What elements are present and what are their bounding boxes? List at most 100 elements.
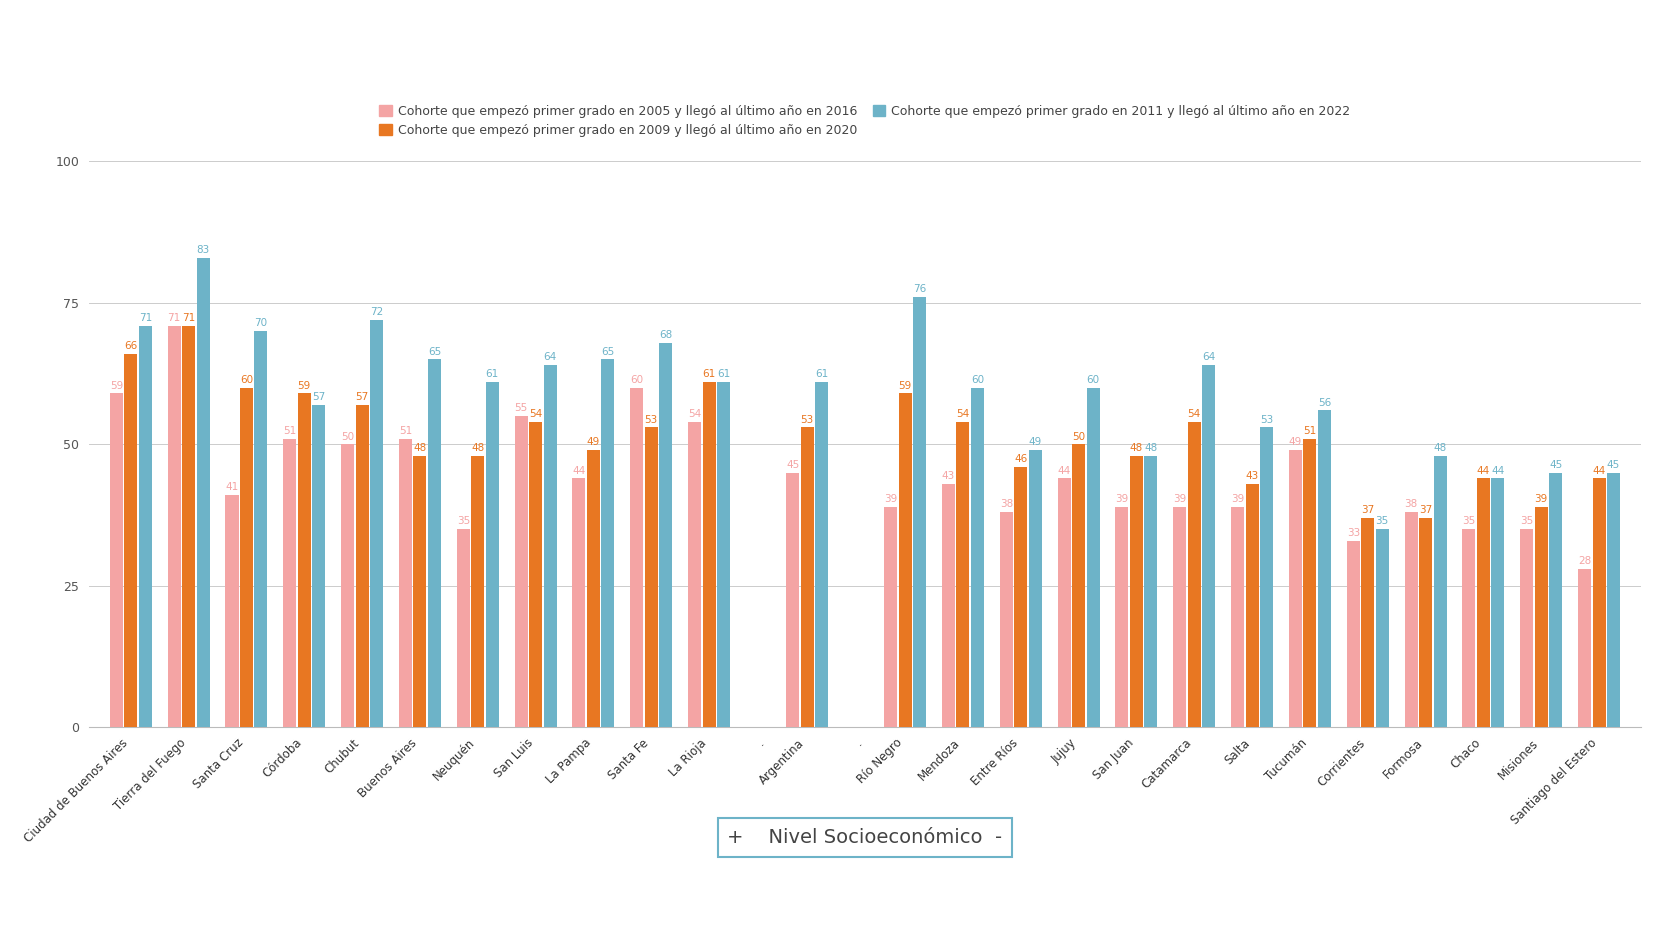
Text: 66: 66: [124, 341, 137, 351]
Bar: [167, 325, 180, 728]
Text: 33: 33: [1346, 527, 1359, 538]
Text: 65: 65: [427, 347, 440, 356]
Text: 76: 76: [912, 285, 925, 294]
Bar: [586, 450, 599, 728]
Text: 48: 48: [472, 443, 485, 453]
Bar: [472, 456, 483, 728]
Text: 49: 49: [586, 437, 599, 447]
Text: 61: 61: [702, 369, 715, 380]
Text: 71: 71: [182, 313, 195, 322]
Bar: [601, 359, 614, 728]
Text: 41: 41: [225, 482, 238, 493]
Bar: [1491, 478, 1503, 728]
Text: 60: 60: [240, 375, 253, 385]
Bar: [659, 342, 672, 728]
Text: 45: 45: [1547, 460, 1561, 470]
Text: 50: 50: [1071, 431, 1084, 442]
Bar: [457, 529, 470, 728]
Text: 59: 59: [298, 381, 311, 391]
Bar: [1433, 456, 1446, 728]
Bar: [530, 422, 541, 728]
Bar: [1187, 422, 1200, 728]
Text: 64: 64: [543, 352, 556, 362]
Bar: [786, 473, 799, 728]
Bar: [1605, 473, 1619, 728]
Text: 54: 54: [687, 409, 700, 419]
Bar: [573, 478, 586, 728]
Bar: [1549, 473, 1561, 728]
Bar: [427, 359, 440, 728]
Bar: [240, 388, 253, 728]
Bar: [298, 394, 311, 728]
Bar: [225, 495, 238, 728]
Bar: [970, 388, 983, 728]
Text: 57: 57: [356, 392, 369, 402]
Text: 43: 43: [942, 471, 955, 481]
Text: 37: 37: [1360, 505, 1374, 515]
Text: 53: 53: [644, 415, 657, 425]
Text: 83: 83: [197, 244, 210, 255]
Text: 50: 50: [341, 431, 354, 442]
Text: 35: 35: [1461, 516, 1475, 526]
Bar: [543, 365, 556, 728]
Text: 57: 57: [311, 392, 324, 402]
Text: 48: 48: [1144, 443, 1157, 453]
Bar: [1534, 507, 1547, 728]
Bar: [1302, 439, 1316, 728]
Bar: [1071, 445, 1084, 728]
Bar: [1418, 518, 1432, 728]
Text: 48: 48: [414, 443, 427, 453]
Bar: [702, 383, 715, 728]
Text: 71: 71: [139, 313, 152, 322]
Bar: [1577, 569, 1590, 728]
Text: 59: 59: [109, 381, 122, 391]
Bar: [631, 388, 642, 728]
Text: 51: 51: [399, 426, 412, 436]
Text: 46: 46: [1013, 454, 1026, 464]
Bar: [1519, 529, 1533, 728]
Legend: Cohorte que empezó primer grado en 2005 y llegó al último año en 2016, Cohorte q: Cohorte que empezó primer grado en 2005 …: [374, 100, 1355, 142]
Text: 64: 64: [1202, 352, 1215, 362]
Text: 68: 68: [659, 330, 672, 339]
Bar: [341, 445, 354, 728]
Text: 65: 65: [601, 347, 614, 356]
Text: 70: 70: [255, 319, 268, 328]
Bar: [1360, 518, 1374, 728]
Bar: [814, 383, 828, 728]
Bar: [356, 405, 369, 728]
Bar: [1028, 450, 1041, 728]
Bar: [799, 428, 813, 728]
Text: 38: 38: [1000, 499, 1013, 509]
Bar: [957, 422, 968, 728]
Text: 48: 48: [1433, 443, 1446, 453]
Bar: [1245, 484, 1258, 728]
Text: 72: 72: [369, 307, 382, 317]
Text: 56: 56: [1317, 398, 1331, 408]
Bar: [942, 484, 955, 728]
Bar: [1000, 512, 1013, 728]
Bar: [899, 394, 912, 728]
Bar: [644, 428, 657, 728]
Text: 61: 61: [717, 369, 730, 380]
Text: 37: 37: [1418, 505, 1432, 515]
Bar: [1144, 456, 1157, 728]
Text: 39: 39: [1172, 494, 1185, 504]
Text: 55: 55: [515, 403, 528, 414]
Bar: [515, 416, 528, 728]
Text: 43: 43: [1245, 471, 1258, 481]
Bar: [313, 405, 324, 728]
Bar: [283, 439, 296, 728]
Bar: [109, 394, 122, 728]
Text: 44: 44: [1058, 465, 1071, 476]
Text: 61: 61: [814, 369, 828, 380]
Bar: [1115, 507, 1127, 728]
Text: 45: 45: [1605, 460, 1619, 470]
Bar: [182, 325, 195, 728]
Bar: [1461, 529, 1475, 728]
Bar: [369, 320, 382, 728]
Bar: [1375, 529, 1389, 728]
Bar: [197, 258, 210, 728]
Text: 35: 35: [1519, 516, 1533, 526]
Bar: [1476, 478, 1490, 728]
Text: 54: 54: [528, 409, 541, 419]
